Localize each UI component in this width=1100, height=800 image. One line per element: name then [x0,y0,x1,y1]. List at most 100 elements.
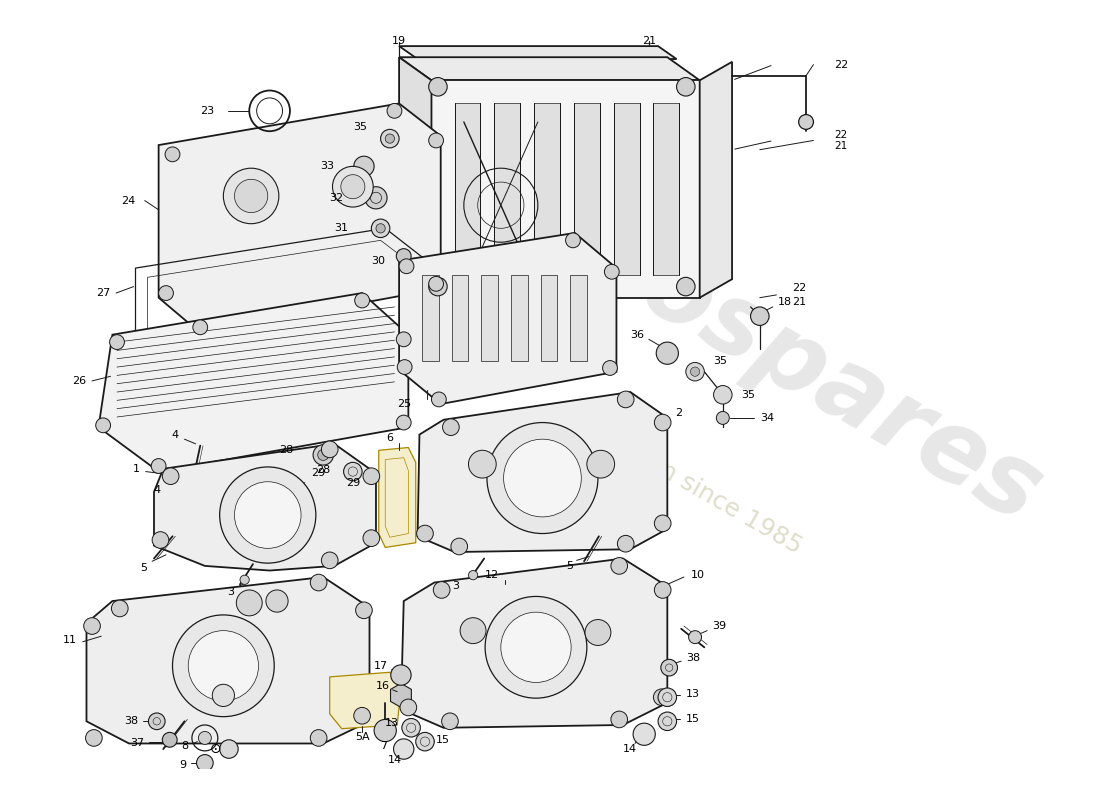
Text: 22: 22 [834,60,848,70]
Circle shape [433,582,450,598]
Text: 3: 3 [452,582,459,591]
Circle shape [318,450,329,461]
Circle shape [716,411,729,424]
Polygon shape [154,444,376,570]
Polygon shape [390,683,411,707]
Circle shape [321,441,338,458]
Circle shape [676,278,695,296]
Text: 5: 5 [566,561,573,571]
Circle shape [192,320,208,334]
Text: 26: 26 [73,376,87,386]
Polygon shape [400,558,668,728]
Text: 19: 19 [392,35,406,46]
Text: 29: 29 [345,478,360,488]
Circle shape [657,342,679,364]
Text: 5A: 5A [355,732,370,742]
Circle shape [363,468,379,485]
Circle shape [402,718,420,737]
Circle shape [799,114,813,130]
Text: 21: 21 [792,298,806,307]
Circle shape [658,712,676,730]
Circle shape [500,612,571,682]
Polygon shape [614,103,639,274]
Circle shape [429,277,443,291]
Circle shape [394,739,414,759]
Circle shape [504,439,581,517]
Text: 17: 17 [374,661,388,670]
Circle shape [429,78,448,96]
Circle shape [460,618,486,643]
Circle shape [661,659,678,676]
Polygon shape [482,274,498,361]
Circle shape [397,360,412,374]
Text: a passion since 1985: a passion since 1985 [565,406,806,559]
Circle shape [617,535,634,552]
Polygon shape [399,233,616,404]
Text: eurospares: eurospares [462,144,1058,544]
Text: 13: 13 [685,689,700,698]
Circle shape [442,419,459,435]
Circle shape [220,467,316,563]
Circle shape [714,386,733,404]
Circle shape [158,286,174,301]
Text: 2: 2 [674,408,682,418]
Circle shape [365,186,387,209]
Text: 33: 33 [320,162,334,171]
Circle shape [487,422,598,534]
Circle shape [469,450,496,478]
Text: 9: 9 [179,760,186,770]
Circle shape [321,552,338,569]
Circle shape [565,233,581,248]
Text: 31: 31 [334,223,349,234]
Polygon shape [399,58,700,80]
Text: 35: 35 [714,355,727,366]
Polygon shape [454,103,481,274]
Text: 22
21: 22 21 [834,130,847,151]
Circle shape [310,574,327,591]
Polygon shape [330,672,400,729]
Text: 10: 10 [691,570,704,580]
Circle shape [223,168,279,224]
Circle shape [266,590,288,612]
Polygon shape [87,577,370,743]
Text: 14: 14 [624,744,637,754]
Text: 22: 22 [792,283,806,294]
Polygon shape [99,293,408,471]
Circle shape [96,418,110,433]
Circle shape [658,688,676,706]
Polygon shape [653,103,680,274]
Circle shape [654,414,671,431]
Circle shape [400,699,417,716]
Circle shape [84,618,100,634]
Circle shape [151,458,166,474]
Text: 12: 12 [484,570,498,580]
Text: 29: 29 [311,469,326,478]
Text: 15: 15 [685,714,700,723]
Circle shape [685,362,704,381]
Circle shape [372,219,389,238]
Circle shape [429,133,443,148]
Text: 38: 38 [685,654,700,663]
Text: 27: 27 [97,288,110,298]
Polygon shape [399,46,676,59]
Circle shape [585,619,611,646]
Circle shape [604,264,619,279]
Text: 21: 21 [641,35,656,46]
Text: ⊙: ⊙ [210,742,222,756]
Text: 28: 28 [316,465,330,474]
Circle shape [610,711,627,728]
Circle shape [354,293,370,308]
Circle shape [429,278,448,296]
Circle shape [376,224,385,233]
Circle shape [451,538,468,555]
Polygon shape [512,274,528,361]
Circle shape [396,415,411,430]
Circle shape [390,665,411,686]
Text: 8: 8 [182,742,188,751]
Circle shape [654,515,671,532]
Text: 28: 28 [279,446,294,455]
Circle shape [750,307,769,326]
Text: 7: 7 [379,742,387,751]
Circle shape [86,730,102,746]
Circle shape [332,166,373,207]
